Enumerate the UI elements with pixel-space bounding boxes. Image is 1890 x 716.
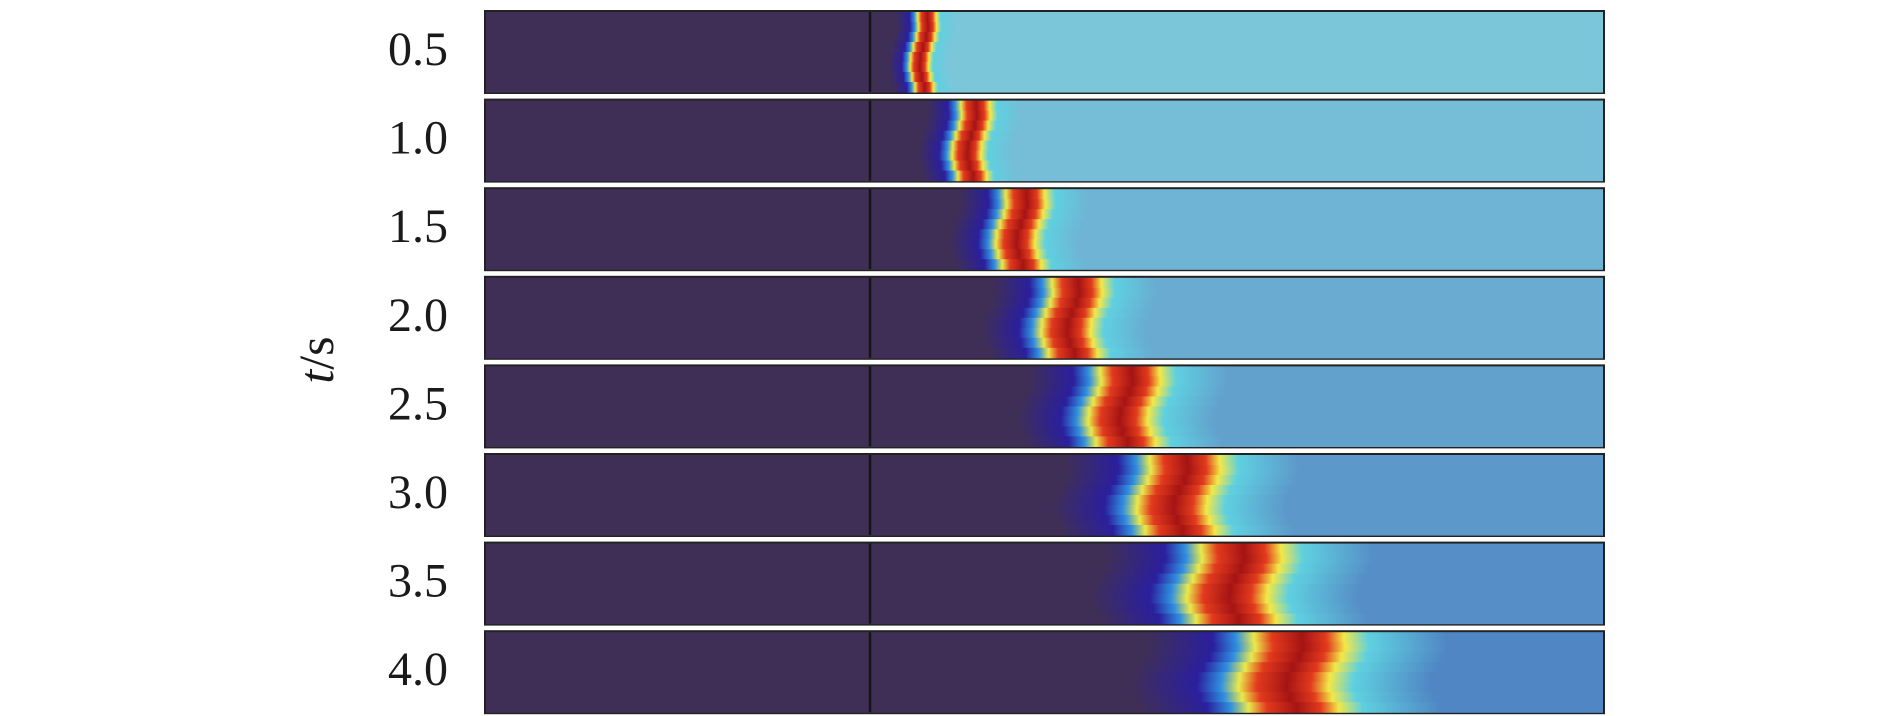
field-slice (486, 259, 1603, 270)
field-slice (486, 337, 1603, 349)
snapshot: 1.5 (388, 187, 1605, 272)
field-slice (486, 62, 1603, 73)
field-slice (486, 525, 1603, 536)
field-slice (486, 465, 1603, 476)
field-slice (486, 32, 1603, 43)
field-slice (486, 347, 1603, 359)
field-slice (486, 475, 1603, 486)
field-slice (486, 662, 1603, 673)
snapshot: 3.5 (388, 541, 1605, 626)
field-slice (486, 366, 1603, 377)
field-slice (486, 229, 1603, 240)
field-slice (486, 307, 1603, 319)
field-slice (486, 110, 1603, 122)
time-label: 0.5 (388, 23, 448, 76)
snapshot: 2.0 (388, 275, 1605, 360)
field-slice (486, 82, 1603, 93)
time-label: 2.0 (388, 289, 448, 342)
field-slice (486, 682, 1603, 693)
field-slice (486, 376, 1603, 387)
time-label: 2.5 (388, 377, 448, 430)
field-slice (486, 130, 1603, 142)
field-slice (486, 140, 1603, 152)
field-slice (486, 150, 1603, 162)
field-slice (486, 702, 1603, 713)
field-slice (486, 613, 1603, 625)
snapshot-rows: 0.5 1.0 1.5 2.0 2.5 3.0 3.5 4.0 (388, 10, 1605, 715)
y-axis-symbol: t (288, 369, 344, 384)
y-axis-label: t/s (288, 336, 344, 383)
field-slice (486, 436, 1603, 447)
field-slice (486, 120, 1603, 132)
time-label: 3.0 (388, 466, 448, 519)
field-slice (486, 189, 1603, 200)
field-slice (486, 209, 1603, 220)
field-slice (486, 297, 1603, 309)
field-slice (486, 642, 1603, 653)
snapshot: 1.0 (388, 98, 1605, 183)
field-slice (486, 692, 1603, 703)
field-slice (486, 543, 1603, 555)
snapshot: 2.5 (388, 364, 1605, 449)
field-slice (486, 485, 1603, 496)
field-slice (486, 632, 1603, 643)
field-slice (486, 495, 1603, 506)
field-slice (486, 239, 1603, 250)
time-label: 4.0 (388, 643, 448, 696)
field-slice (486, 12, 1603, 23)
snapshot: 4.0 (388, 630, 1605, 715)
field-slice (486, 416, 1603, 427)
field-slice (486, 396, 1603, 407)
field-slice (486, 327, 1603, 339)
field-slice (486, 583, 1603, 595)
time-label: 3.5 (388, 555, 448, 608)
field-slice (486, 455, 1603, 466)
field-slice (486, 386, 1603, 397)
y-axis-unit: /s (288, 336, 344, 369)
field-slice (486, 553, 1603, 565)
time-label: 1.0 (388, 112, 448, 165)
field-slice (486, 277, 1603, 289)
field-slice (486, 22, 1603, 33)
snapshot: 0.5 (388, 10, 1605, 94)
field-slice (486, 505, 1603, 516)
field-slice (486, 287, 1603, 299)
field-slice (486, 249, 1603, 260)
field-slice (486, 573, 1603, 585)
field-slice (486, 317, 1603, 329)
field-slice (486, 100, 1603, 112)
snapshot: 3.0 (388, 453, 1605, 537)
field-slice (486, 593, 1603, 605)
field-slice (486, 652, 1603, 663)
field-slice (486, 170, 1603, 182)
field-slice (486, 515, 1603, 526)
field-slice (486, 603, 1603, 615)
time-label: 1.5 (388, 200, 448, 253)
field-slice (486, 72, 1603, 83)
field-slice (486, 406, 1603, 417)
field-slice (486, 160, 1603, 172)
field-slice (486, 199, 1603, 210)
field-slice (486, 563, 1603, 575)
field-slice (486, 672, 1603, 683)
field-slice (486, 42, 1603, 53)
field-slice (486, 219, 1603, 230)
field-slice (486, 426, 1603, 437)
field-slice (486, 52, 1603, 63)
